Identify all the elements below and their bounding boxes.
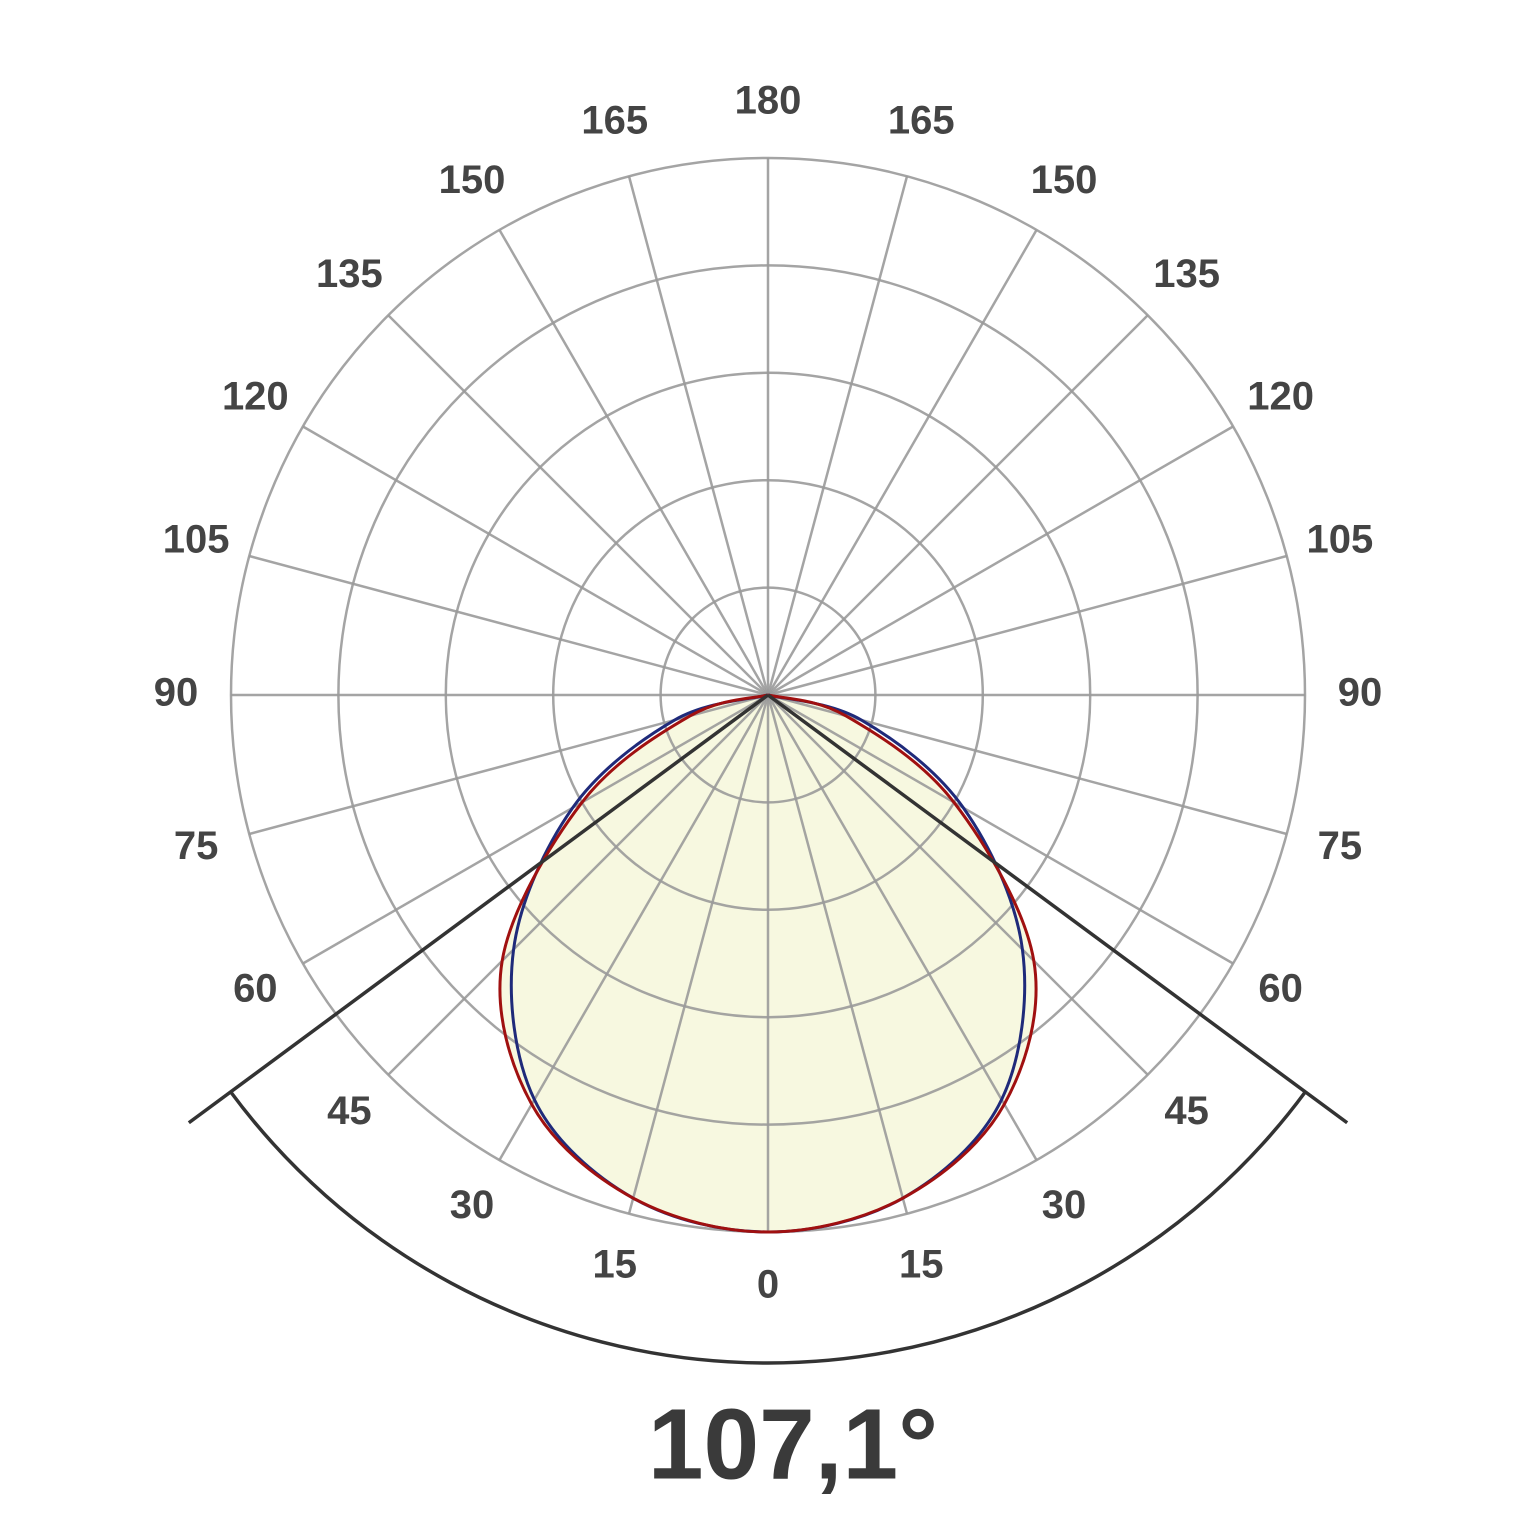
spoke — [627, 694, 770, 1215]
angle-tick-label: 75 — [174, 824, 219, 868]
angle-tick-label: 45 — [327, 1089, 372, 1133]
angle-tick-label: 15 — [593, 1242, 638, 1286]
angle-tick-label: 120 — [222, 375, 289, 419]
angle-tick-label: 45 — [1164, 1089, 1209, 1133]
angle-tick-label: 0 — [757, 1263, 779, 1307]
spoke — [498, 694, 770, 1161]
angle-tick-label: 105 — [163, 517, 230, 561]
beam-line — [766, 693, 1349, 1125]
angle-tick-label: 15 — [899, 1242, 944, 1286]
angle-tick-label: 150 — [1031, 158, 1098, 202]
spoke — [767, 554, 1288, 697]
angle-tick-label: 90 — [154, 671, 199, 715]
spoke — [248, 693, 769, 836]
angle-tick-label: 150 — [439, 158, 506, 202]
spoke — [498, 229, 770, 696]
spoke — [766, 229, 1038, 696]
spoke — [627, 175, 770, 696]
spoke — [302, 425, 769, 697]
spoke — [387, 314, 769, 696]
angle-tick-label: 60 — [233, 967, 278, 1011]
spoke — [302, 693, 769, 965]
beam-arc — [229, 1090, 1307, 1365]
spoke — [767, 314, 1149, 696]
angle-tick-label: 30 — [450, 1183, 495, 1227]
angle-tick-label: 105 — [1306, 517, 1373, 561]
intensity-curve — [498, 693, 1038, 1234]
angle-tick-label: 90 — [1338, 671, 1383, 715]
spoke — [766, 694, 1038, 1161]
angle-tick-label: 30 — [1042, 1183, 1087, 1227]
beam-line — [187, 693, 770, 1125]
spoke — [248, 554, 769, 697]
spoke — [767, 693, 1234, 965]
angle-tick-label: 75 — [1318, 824, 1363, 868]
spoke — [387, 694, 769, 1076]
spoke — [767, 694, 1149, 1076]
angle-tick-label: 120 — [1247, 375, 1314, 419]
angle-tick-label: 60 — [1258, 967, 1303, 1011]
spoke — [766, 694, 909, 1215]
angle-tick-label: 165 — [888, 99, 955, 143]
angle-tick-label: 135 — [1153, 252, 1220, 296]
spoke — [767, 693, 1288, 836]
angle-tick-label: 165 — [581, 99, 648, 143]
beam-angle-label: 107,1° — [648, 1388, 938, 1500]
spoke — [766, 175, 909, 696]
angle-tick-label: 135 — [316, 252, 383, 296]
spoke — [767, 425, 1234, 697]
angle-tick-label: 180 — [735, 79, 802, 123]
